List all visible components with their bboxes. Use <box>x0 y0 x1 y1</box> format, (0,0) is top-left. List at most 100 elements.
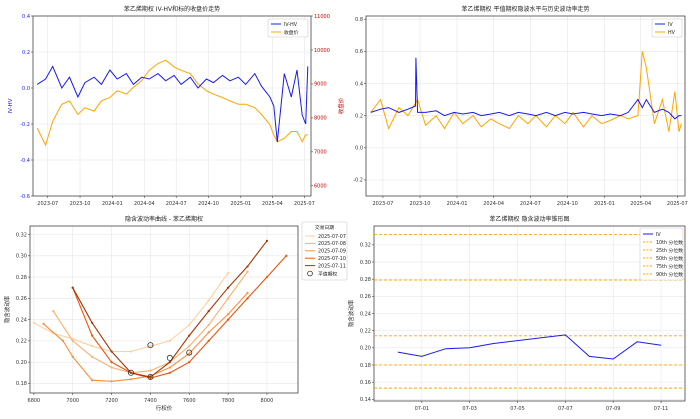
legend-label: 2025-07-11 <box>318 263 346 269</box>
smile-point <box>188 352 191 355</box>
smile-point <box>91 379 94 382</box>
x-tick-label: 2024-10 <box>557 201 578 207</box>
y-tick-label: 0.22 <box>16 339 27 345</box>
x-tick-label: 2024-04 <box>134 201 155 207</box>
smile-point <box>149 375 152 379</box>
legend-label: 75th 分位数 <box>656 263 683 270</box>
x-tick-label: 07-03 <box>462 406 477 412</box>
smile-point <box>226 318 230 321</box>
x-tick-label: 2025-01 <box>230 201 251 207</box>
y-tick-label: 0.30 <box>16 254 27 260</box>
smile-point <box>226 271 230 274</box>
y2-tick-label: 8000 <box>314 116 327 122</box>
x-axis-label: 行权价 <box>156 404 173 412</box>
smile-point <box>42 322 45 325</box>
smile-point <box>246 270 249 273</box>
y-tick-label: 0.0 <box>22 86 30 92</box>
x-tick-label: 8000 <box>261 398 274 404</box>
x-tick-label: 2025-01 <box>594 201 615 207</box>
smile-point <box>226 313 230 316</box>
smile-point <box>246 297 249 300</box>
atm-marker <box>166 354 173 361</box>
smile-line-2025-07-09 <box>43 292 248 382</box>
y-tick-label: 0.8 <box>355 17 363 23</box>
smile-point <box>265 239 269 242</box>
x-tick-label: 7800 <box>222 398 235 404</box>
plot-frame <box>373 225 686 402</box>
smile-point <box>129 371 133 374</box>
smile-point <box>110 350 113 353</box>
y-tick-label: 0.20 <box>16 360 27 366</box>
legend-label: IV <box>668 22 673 28</box>
y-tick-label: 0.0 <box>355 146 363 152</box>
x-tick-label: 2025-04 <box>262 201 283 207</box>
legend-label: 2025-07-09 <box>318 249 346 255</box>
y-tick-label: 0.26 <box>360 294 371 300</box>
y2-tick-label: 10000 <box>314 48 330 54</box>
chart-title: 隐含波动率曲线 - 苯乙烯期权 <box>125 215 203 223</box>
y-tick-label: 0.16 <box>360 380 371 386</box>
smile-point <box>110 361 113 364</box>
legend-label: 50th 分位数 <box>656 255 683 262</box>
smile-point <box>188 323 191 327</box>
legend-box <box>639 227 684 281</box>
legend-label: 25th 分位数 <box>656 247 683 254</box>
smile-point <box>32 321 35 324</box>
smile-point <box>168 339 171 342</box>
smile-point <box>207 299 210 302</box>
legend-title: 交易日期 <box>315 224 334 231</box>
legend-atm-swatch <box>307 270 313 277</box>
y-tick-label: 0.18 <box>360 363 371 369</box>
series-iv-hv-line <box>36 65 309 143</box>
y-tick-label: 0.32 <box>16 232 27 238</box>
x-tick-label: 2023-07 <box>372 201 393 207</box>
legend-label: 平值期权 <box>318 270 337 277</box>
chart-iv-smile: 0.32 0.30 0.28 0.26 0.24 0.22 0.20 0.18 6800 7000… <box>3 215 348 412</box>
smile-point <box>168 371 171 374</box>
legend-label: 90th 分位数 <box>656 271 683 278</box>
chart-iv-hv-close: 0.4 0.2 0.0 -0.2 -0.4 -0.6 2023-07 2023-10 2024-… <box>8 5 345 207</box>
y-tick-label: -0.4 <box>20 158 30 164</box>
smile-point <box>207 323 210 327</box>
y-tick-label: 0.18 <box>16 381 27 387</box>
smile-point <box>71 286 74 289</box>
smile-point <box>168 361 171 364</box>
smile-point <box>91 345 94 348</box>
smile-line-2025-07-07 <box>33 272 229 353</box>
x-tick-label: 07-09 <box>606 406 621 412</box>
chart-iv-hv-history: 0.8 0.6 0.4 0.2 0.0 -0.2 2023-07 2023-10 2024-01… <box>353 5 688 207</box>
smile-point <box>207 309 210 313</box>
y-tick-label: 0.24 <box>360 311 371 317</box>
y-axis-label: IV-HV <box>8 98 14 113</box>
y-tick-label: 0.4 <box>355 81 363 87</box>
smile-point <box>226 286 230 289</box>
smile-point <box>188 361 191 364</box>
smile-point <box>91 334 94 337</box>
y-tick-label: 0.4 <box>22 14 30 20</box>
x-tick-label: 2023-10 <box>410 201 431 207</box>
smile-point <box>149 369 152 372</box>
y-tick-label: 0.28 <box>16 275 27 281</box>
x-tick-label: 2024-07 <box>166 201 187 207</box>
chart-title: 苯乙烯期权 隐含波动率锥形图 <box>490 215 570 223</box>
x-tick-label: 07-07 <box>558 406 573 412</box>
smile-point <box>188 345 191 348</box>
legend-label: 2025-07-07 <box>318 234 346 240</box>
atm-marker <box>147 374 154 381</box>
smile-point <box>91 321 94 324</box>
x-tick-label: 2025-07 <box>294 201 315 207</box>
y-tick-label: 0.22 <box>360 328 371 334</box>
smile-point <box>52 309 55 313</box>
legend-label: 收盘价 <box>284 29 299 36</box>
y2-tick-label: 11000 <box>314 14 330 20</box>
y-tick-label: -0.2 <box>353 178 363 184</box>
smile-point <box>246 265 249 268</box>
x-tick-label: 2024-01 <box>102 201 123 207</box>
plot-frame <box>29 225 299 394</box>
x-tick-label: 2024-01 <box>447 201 468 207</box>
smile-point <box>188 334 191 337</box>
smile-point <box>226 297 230 300</box>
smile-point <box>110 366 113 369</box>
atm-marker <box>186 349 193 356</box>
x-tick-label: 07-01 <box>415 406 430 412</box>
